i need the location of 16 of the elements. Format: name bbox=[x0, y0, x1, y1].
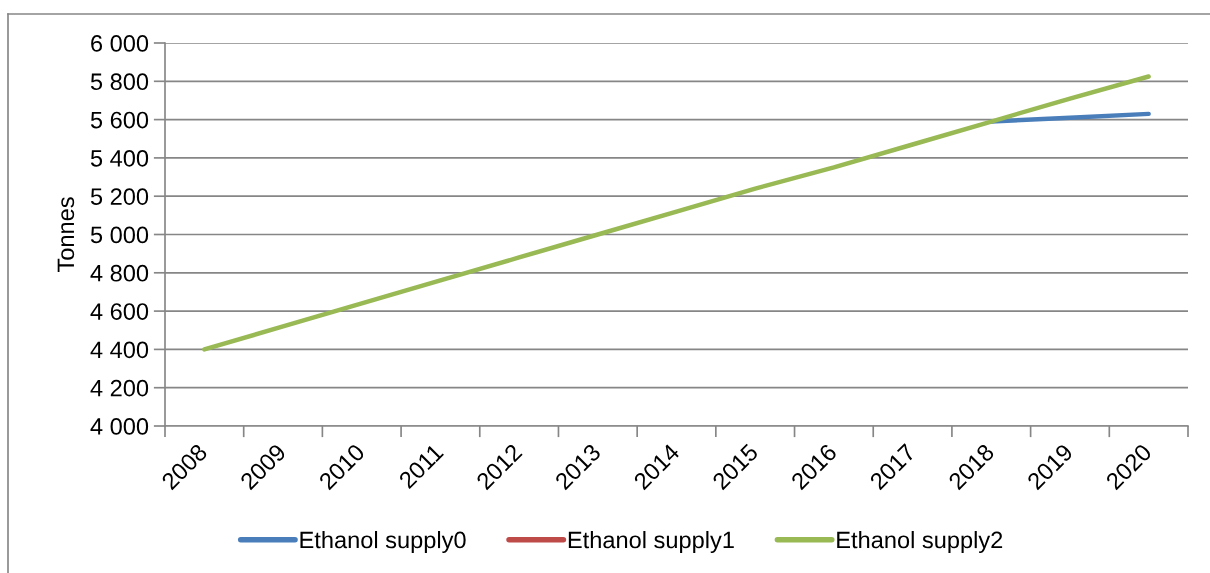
legend-label: Ethanol supply1 bbox=[568, 530, 734, 554]
y-tick-label: 4 400 bbox=[90, 341, 149, 359]
y-tick-label: 4 800 bbox=[90, 264, 149, 282]
legend-label: Ethanol supply2 bbox=[837, 530, 1003, 554]
y-tick-label: 5 800 bbox=[90, 73, 149, 91]
y-tick-label: 4 000 bbox=[90, 418, 149, 435]
line-series bbox=[202, 74, 1151, 352]
y-tick-label: 6 000 bbox=[91, 35, 149, 52]
y-tick-label: 5 200 bbox=[90, 188, 149, 205]
y-axis-title: Tonnes bbox=[57, 197, 75, 273]
y-tick-label: 4 200 bbox=[90, 379, 149, 397]
y-tick-label: 5 400 bbox=[90, 149, 149, 167]
y-tick-label: 4 600 bbox=[90, 303, 149, 320]
y-tick-label: 5 600 bbox=[90, 111, 149, 129]
legend-label: Ethanol supply0 bbox=[300, 530, 466, 554]
y-tick-label: 5 000 bbox=[90, 226, 149, 244]
